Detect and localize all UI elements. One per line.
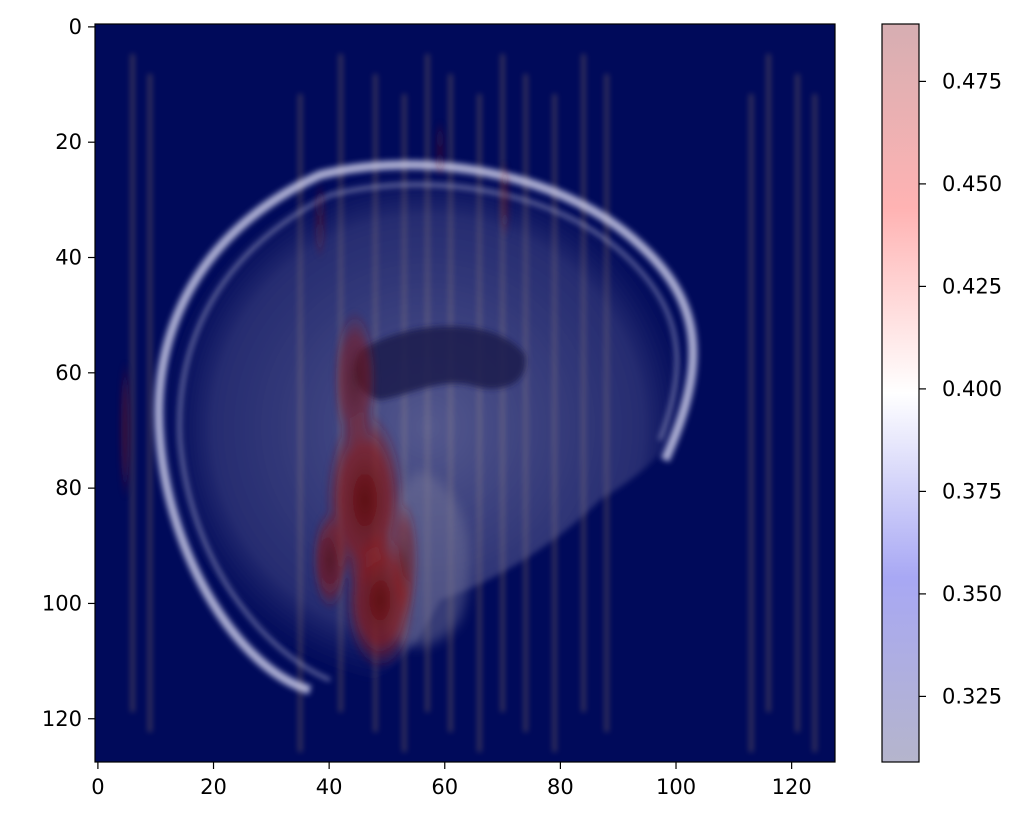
stripe [749,94,754,752]
colorbar-tick-label: 0.475 [942,69,1002,93]
y-tick-label: 20 [55,130,82,154]
x-tick-label: 100 [656,775,696,799]
y-tick-label: 120 [42,707,82,731]
x-tick-label: 20 [200,775,227,799]
x-tick-label: 60 [431,775,458,799]
y-tick-label: 0 [69,15,82,39]
x-tick-label: 40 [316,775,343,799]
colorbar-axis: 0.325 0.350 0.375 0.400 0.425 0.450 0.475 [919,69,1002,708]
ventricle [355,326,526,400]
y-tick-label: 60 [55,361,82,385]
stripe [147,74,152,732]
y-tick-label: 80 [55,476,82,500]
colorbar-frame [881,23,920,763]
y-tick-label: 100 [42,591,82,615]
x-tick-label: 120 [772,775,812,799]
stripe [812,94,817,752]
colorbar-tick-label: 0.400 [942,377,1002,401]
x-tick-label: 80 [547,775,574,799]
brain-slice [154,160,698,695]
plot-frame [94,23,836,763]
x-axis: 0 20 40 60 80 100 120 [91,762,812,799]
colorbar: 0.325 0.350 0.375 0.400 0.425 0.450 0.475 [881,23,1002,763]
colorbar-tick-label: 0.350 [942,582,1002,606]
skull-outline [154,160,698,695]
stripe [766,54,771,712]
colorbar-tick-label: 0.325 [942,684,1002,708]
x-tick-label: 0 [91,775,104,799]
stripe [795,74,800,732]
brain-tissue [160,164,697,690]
y-axis: 0 20 40 60 80 100 120 [42,15,95,731]
colorbar-tick-label: 0.450 [942,172,1002,196]
attention-overlay [120,120,511,670]
colorbar-tick-label: 0.375 [942,479,1002,503]
heatmap-image [95,24,835,762]
colorbar-gradient [882,24,919,762]
inner-outline [177,182,679,682]
y-tick-label: 40 [55,246,82,270]
colorbar-tick-label: 0.425 [942,274,1002,298]
stripe [130,54,135,712]
